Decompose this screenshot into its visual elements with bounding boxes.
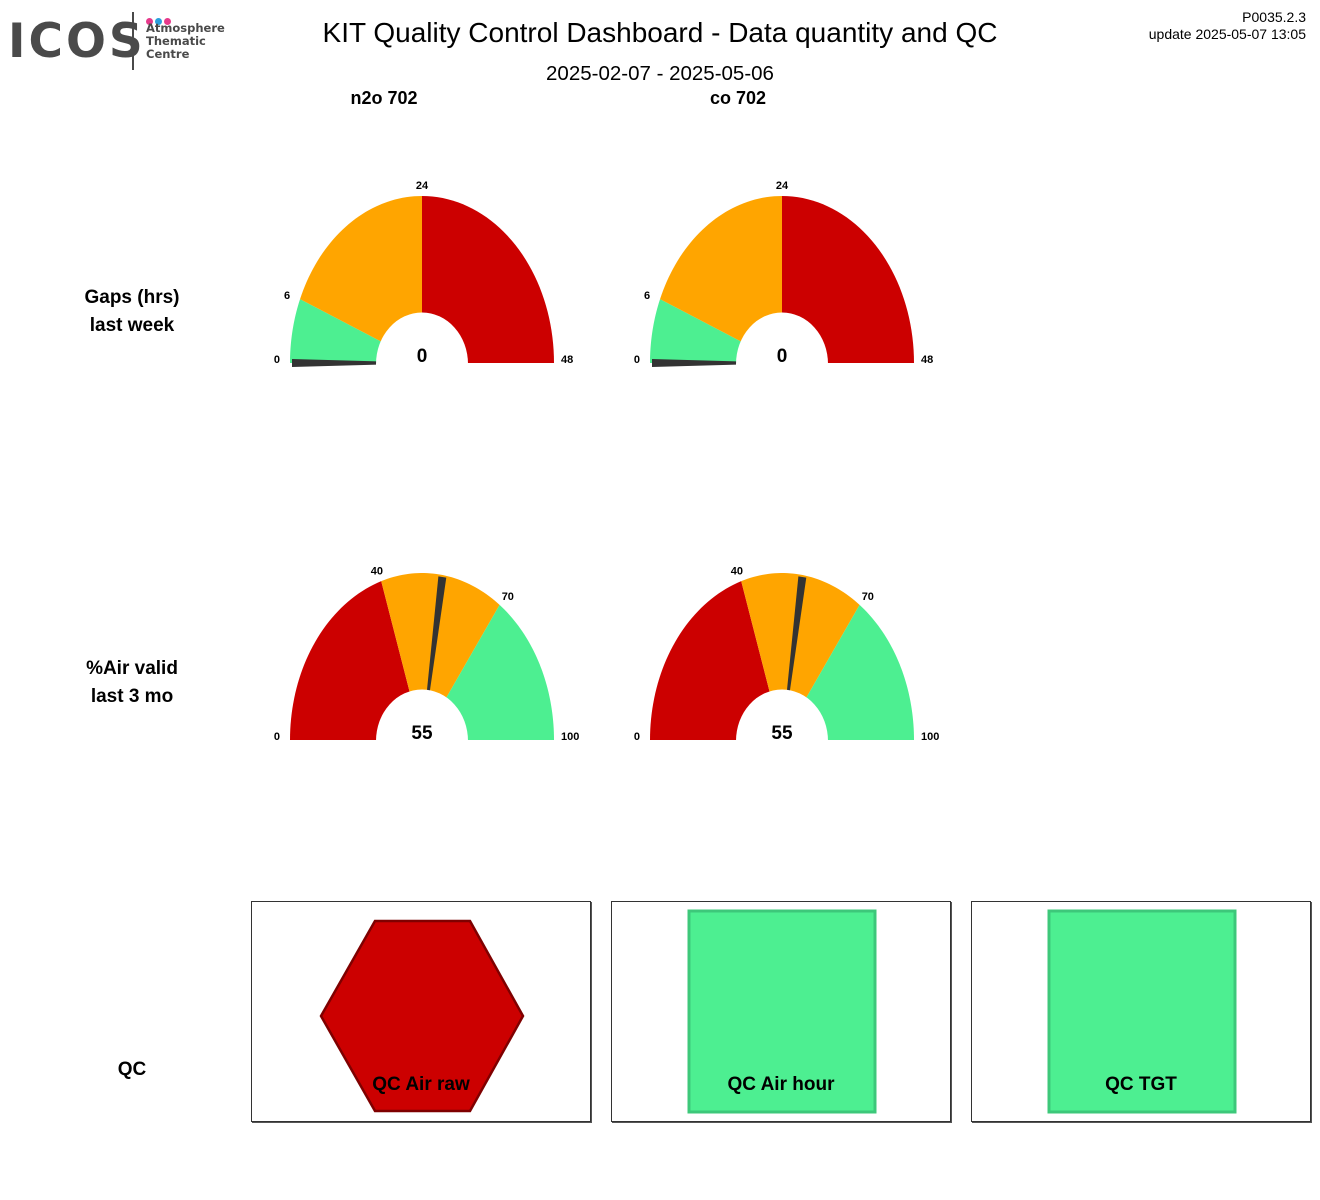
gauge-tick-label: 24 bbox=[416, 180, 429, 192]
row-label-gaps-line2: last week bbox=[89, 315, 175, 336]
gauge-tick-label: 0 bbox=[634, 731, 640, 743]
gauge-needle bbox=[292, 359, 412, 367]
row-label-gaps-line1: Gaps (hrs) bbox=[84, 287, 180, 308]
qc-square-shape bbox=[1047, 909, 1237, 1114]
column-title-co: co 702 bbox=[709, 88, 767, 108]
gauge-tick-label: 24 bbox=[776, 180, 789, 192]
logo-dot bbox=[146, 18, 153, 25]
gauge-value-label: 55 bbox=[771, 723, 793, 744]
logo-divider bbox=[132, 12, 134, 70]
row-label-air-line1: %Air valid bbox=[86, 658, 178, 679]
logo-subtitle-line: Thematic bbox=[146, 34, 206, 48]
gauge-band bbox=[741, 573, 860, 740]
gauge-tick-label: 0 bbox=[634, 354, 640, 366]
gauge-tick-label: 40 bbox=[731, 566, 743, 578]
logo-subtitle-line: Atmosphere bbox=[146, 21, 225, 35]
gauge-band bbox=[290, 581, 422, 740]
row-label-gaps: Gaps (hrs) last week bbox=[32, 284, 232, 340]
gauge-hub bbox=[736, 689, 828, 746]
gauge-gaps-co: 0 6 24 48 0 bbox=[634, 180, 933, 369]
gauge-tick-label: 100 bbox=[561, 731, 579, 743]
gauge-gaps-n2o: 0 6 24 48 0 bbox=[274, 180, 573, 369]
gauge-tick-label: 48 bbox=[561, 354, 573, 366]
date-range: 2025-02-07 - 2025-05-06 bbox=[546, 62, 774, 85]
logo-wordmark: ICOS bbox=[8, 14, 146, 69]
gauge-value-label: 55 bbox=[411, 723, 433, 744]
icos-logo: ICOS Atmosphere Thematic Centre bbox=[8, 10, 225, 72]
qc-square-indicator bbox=[1047, 909, 1237, 1114]
qc-label-tgt: QC TGT bbox=[1105, 1074, 1177, 1095]
logo-dots bbox=[146, 12, 173, 25]
qc-hexagon-indicator bbox=[319, 919, 525, 1113]
logo-dot bbox=[155, 18, 162, 25]
row-label-qc: QC bbox=[117, 1059, 147, 1080]
gauge-value-label: 0 bbox=[777, 346, 788, 367]
gauge-band bbox=[660, 196, 782, 363]
gauge-band bbox=[782, 196, 914, 363]
gauge-tick-label: 48 bbox=[921, 354, 933, 366]
gauge-tick-label: 70 bbox=[862, 591, 874, 603]
gauge-air-co: 0 40 70 100 55 bbox=[634, 566, 939, 746]
gauge-tick-label: 100 bbox=[921, 731, 939, 743]
version-label: P0035.2.3 bbox=[1242, 9, 1306, 25]
gauge-band bbox=[381, 573, 500, 740]
logo-subtitle-line: Centre bbox=[146, 47, 190, 61]
row-label-air: %Air valid last 3 mo bbox=[32, 655, 232, 711]
gauge-band bbox=[650, 581, 782, 740]
qc-label-air-hour: QC Air hour bbox=[727, 1074, 835, 1095]
gauge-hub bbox=[376, 689, 468, 746]
logo-dot bbox=[164, 18, 171, 25]
gauge-band bbox=[422, 196, 554, 363]
gauge-tick-label: 0 bbox=[274, 731, 280, 743]
gauge-band bbox=[300, 196, 422, 363]
gauge-hub bbox=[736, 312, 828, 369]
qc-square-shape bbox=[687, 909, 877, 1114]
qc-hexagon-shape bbox=[319, 919, 525, 1113]
qc-panel-air-hour: QC Air hour bbox=[611, 901, 951, 1122]
qc-label-air-raw: QC Air raw bbox=[372, 1074, 470, 1095]
row-label-air-line2: last 3 mo bbox=[90, 686, 174, 707]
gauge-tick-label: 0 bbox=[274, 354, 280, 366]
column-title-n2o: n2o 702 bbox=[350, 88, 418, 108]
gauge-needle bbox=[652, 359, 772, 367]
qc-square-indicator bbox=[687, 909, 877, 1114]
gauge-air-n2o: 0 40 70 100 55 bbox=[274, 566, 579, 746]
dashboard-title: KIT Quality Control Dashboard - Data qua… bbox=[322, 17, 998, 48]
gauge-value-label: 0 bbox=[417, 346, 428, 367]
gauge-tick-label: 6 bbox=[644, 290, 650, 302]
gauge-hub bbox=[376, 312, 468, 369]
gauge-tick-label: 40 bbox=[371, 566, 383, 578]
update-timestamp: update 2025-05-07 13:05 bbox=[1148, 26, 1306, 42]
qc-panel-tgt: QC TGT bbox=[971, 901, 1311, 1122]
gauge-tick-label: 6 bbox=[284, 290, 290, 302]
gauge-tick-label: 70 bbox=[502, 591, 514, 603]
qc-panel-air-raw: QC Air raw bbox=[251, 901, 591, 1122]
